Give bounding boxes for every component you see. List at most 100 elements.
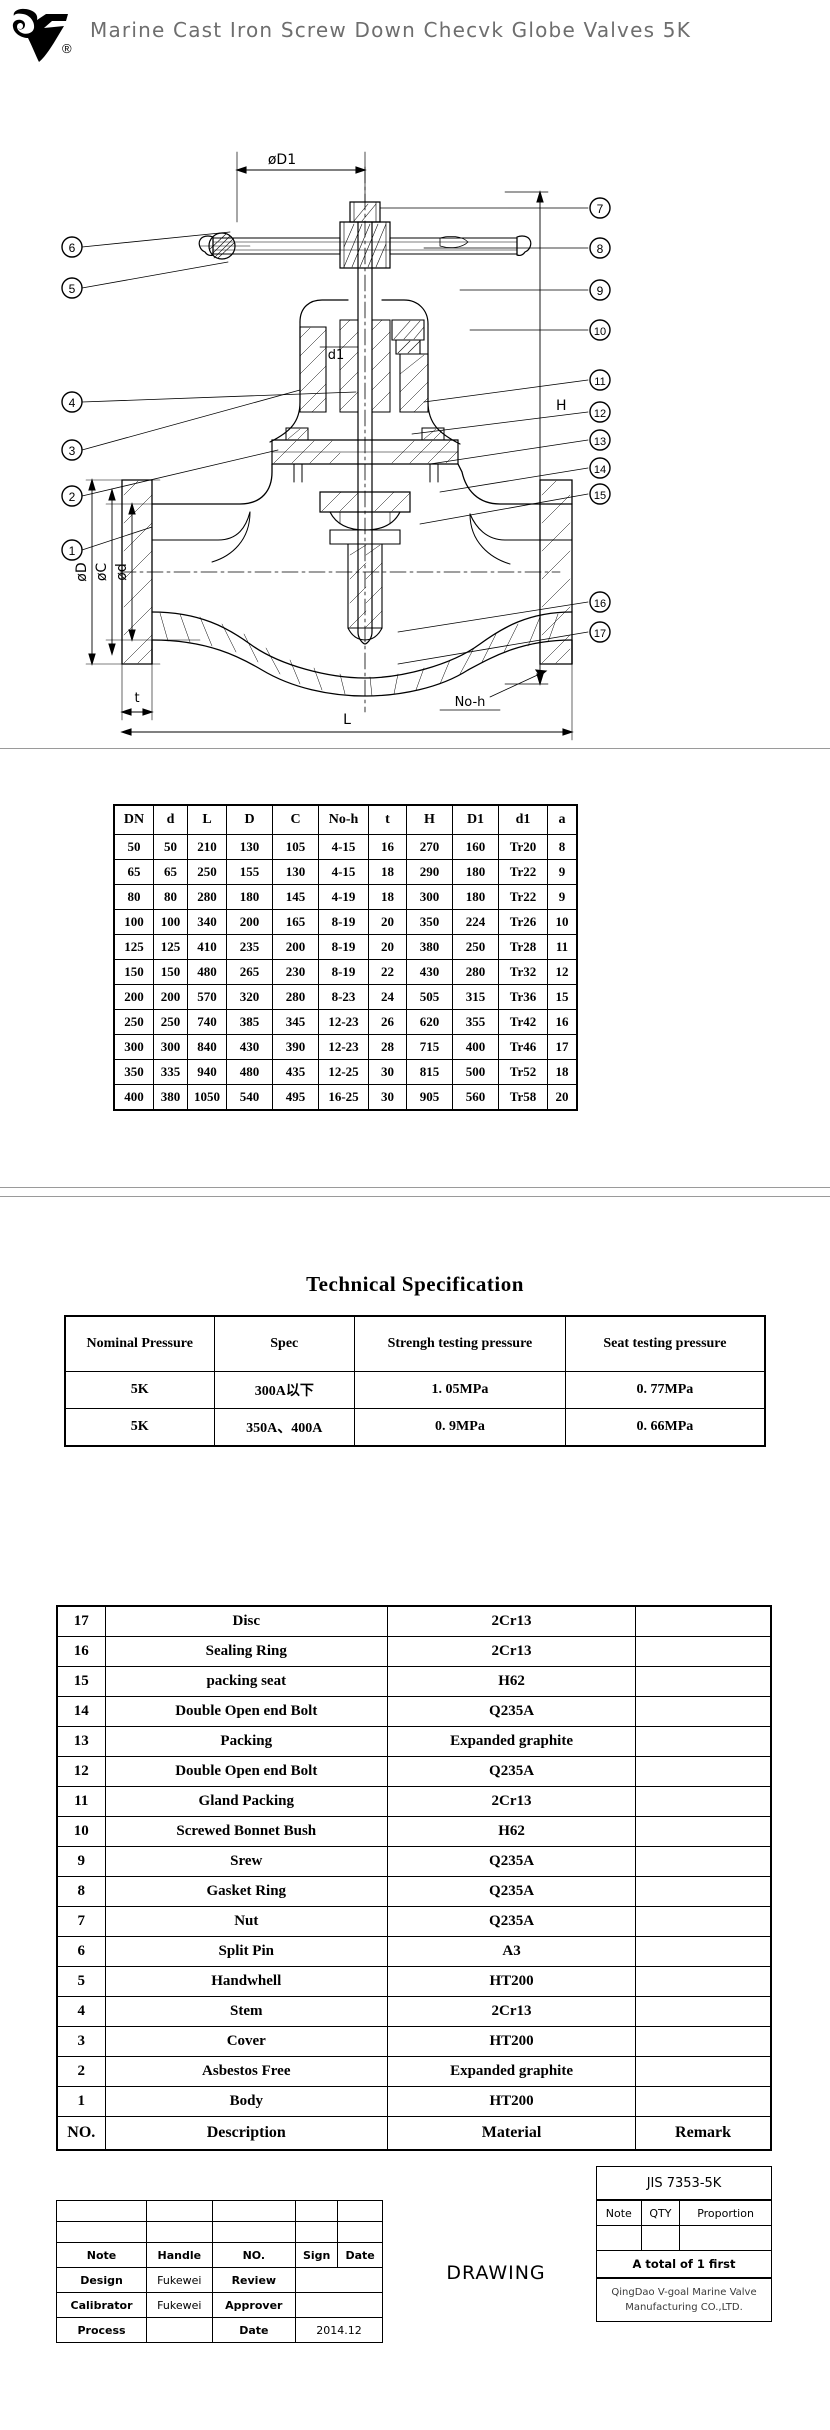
process-label: Process <box>55 2317 148 2343</box>
dim-cell: 500 <box>452 1059 499 1085</box>
callout-12: 12 <box>589 401 611 423</box>
dim-cell: 150 <box>113 959 154 985</box>
info-proportion-header: Proportion <box>679 2199 772 2226</box>
table-row: 13 Packing Expanded graphite <box>56 1726 772 1757</box>
part-remark <box>635 1936 772 1967</box>
dim-cell: Tr22 <box>498 884 548 910</box>
dim-cell: Tr20 <box>498 834 548 860</box>
part-description: packing seat <box>104 1666 389 1697</box>
dim-cell: 840 <box>187 1034 227 1060</box>
revision-note-header: Note <box>55 2242 148 2268</box>
process-row: Process Date 2014.12 <box>55 2317 383 2343</box>
dim-cell: 26 <box>368 1009 407 1035</box>
dim-col-header-dn: DN <box>113 804 154 835</box>
part-remark <box>635 1786 772 1817</box>
dim-cell: 155 <box>226 859 273 885</box>
part-remark <box>635 1966 772 1997</box>
revision-no-header: NO. <box>211 2242 297 2268</box>
part-no: 16 <box>56 1636 106 1667</box>
table-row: 50 50 210 130 105 4-15 16 270 160 Tr20 8 <box>113 834 578 860</box>
review-value <box>295 2267 383 2293</box>
dim-cell: 165 <box>272 909 319 935</box>
svg-text:14: 14 <box>594 464 606 476</box>
dim-cell: 280 <box>187 884 227 910</box>
standard-row: JIS 7353-5K <box>596 2166 772 2201</box>
title-block-info-table: JIS 7353-5K Note QTY Proportion A total … <box>596 2166 772 2322</box>
svg-text:15: 15 <box>594 490 606 502</box>
callout-16: 16 <box>589 591 611 613</box>
dim-cell: 315 <box>452 984 499 1010</box>
part-material: Q235A <box>387 1876 637 1907</box>
tech-spec-cell: 1. 05MPa <box>354 1371 566 1409</box>
dim-cell: 80 <box>113 884 154 910</box>
company-name: QingDao V-goal Marine Valve Manufacturin… <box>596 2278 772 2322</box>
table-row: 8 Gasket Ring Q235A <box>56 1876 772 1907</box>
parts-list-body: 17 Disc 2Cr13 16 Sealing Ring 2Cr13 15 packing … <box>56 1605 772 2151</box>
dim-col-header-t: t <box>368 804 407 835</box>
dim-label-L: L <box>343 712 351 728</box>
process-value <box>146 2317 213 2343</box>
part-remark <box>635 1636 772 1667</box>
dim-cell: 130 <box>272 859 319 885</box>
dimension-table: DN d L D C No-h t H D1 d1 a 50 50 210 130 105 4-15 16 270… <box>113 804 578 1111</box>
table-row: 5K 300A以下 1. 05MPa 0. 77MPa <box>64 1371 766 1409</box>
dim-cell: 345 <box>272 1009 319 1035</box>
dim-cell: 815 <box>406 1059 453 1085</box>
table-row: 6 Split Pin A3 <box>56 1936 772 1967</box>
dim-cell: 145 <box>272 884 319 910</box>
callout-5: 5 <box>61 277 83 299</box>
dim-col-header-d: d <box>153 804 188 835</box>
tech-spec-cell: 0. 66MPa <box>564 1408 766 1447</box>
part-remark <box>635 1906 772 1937</box>
table-row: 9 Srew Q235A <box>56 1846 772 1877</box>
dim-cell: 125 <box>113 934 154 960</box>
dim-label-C: øC <box>94 563 110 582</box>
table-row: 7 Nut Q235A <box>56 1906 772 1937</box>
part-description: Handwhell <box>104 1966 389 1997</box>
drawing-word-label: DRAWING <box>446 2262 546 2284</box>
section-divider-3 <box>0 1196 830 1197</box>
dim-cell: 210 <box>187 834 227 860</box>
part-material: A3 <box>387 1936 637 1967</box>
company-line-2: Manufacturing CO.,LTD. <box>625 2302 743 2313</box>
part-remark <box>635 1996 772 2027</box>
dim-cell: 16 <box>368 834 407 860</box>
part-remark <box>635 2056 772 2087</box>
parts-col-description: Description <box>104 2116 389 2151</box>
info-qty-value <box>640 2225 681 2251</box>
dim-cell: 250 <box>113 1009 154 1035</box>
part-description: Packing <box>104 1726 389 1757</box>
dim-col-header-l: L <box>187 804 227 835</box>
table-row: 3 Cover HT200 <box>56 2026 772 2057</box>
dim-cell: 480 <box>187 959 227 985</box>
dim-cell: 355 <box>452 1009 499 1035</box>
part-material: HT200 <box>387 2086 637 2117</box>
part-remark <box>635 2086 772 2117</box>
section-divider-1 <box>0 748 830 749</box>
dim-cell: 230 <box>272 959 319 985</box>
dim-cell: 18 <box>368 859 407 885</box>
dim-cell: 290 <box>406 859 453 885</box>
dim-cell: 8 <box>547 834 578 860</box>
dim-col-header-d: D <box>226 804 273 835</box>
part-material: Q235A <box>387 1696 637 1727</box>
part-material: Expanded graphite <box>387 2056 637 2087</box>
part-description: Sealing Ring <box>104 1636 389 1667</box>
dim-cell: 340 <box>187 909 227 935</box>
dim-cell: 180 <box>226 884 273 910</box>
dim-cell: 4-15 <box>318 859 369 885</box>
svg-text:8: 8 <box>597 242 604 256</box>
dim-cell: 12 <box>547 959 578 985</box>
dim-cell: 200 <box>226 909 273 935</box>
dim-cell: 265 <box>226 959 273 985</box>
table-row: 300 300 840 430 390 12-23 28 715 400 Tr46 17 <box>113 1034 578 1060</box>
part-no: 3 <box>56 2026 106 2057</box>
table-row: 1 Body HT200 <box>56 2086 772 2117</box>
part-description: Cover <box>104 2026 389 2057</box>
dim-cell: 905 <box>406 1084 453 1111</box>
parts-list-footer-header-row: NO. Description Material Remark <box>56 2116 772 2151</box>
calibrator-label: Calibrator <box>55 2292 148 2318</box>
part-description: Screwed Bonnet Bush <box>104 1816 389 1847</box>
dim-label-t: t <box>134 691 139 706</box>
part-remark <box>635 1605 772 1637</box>
